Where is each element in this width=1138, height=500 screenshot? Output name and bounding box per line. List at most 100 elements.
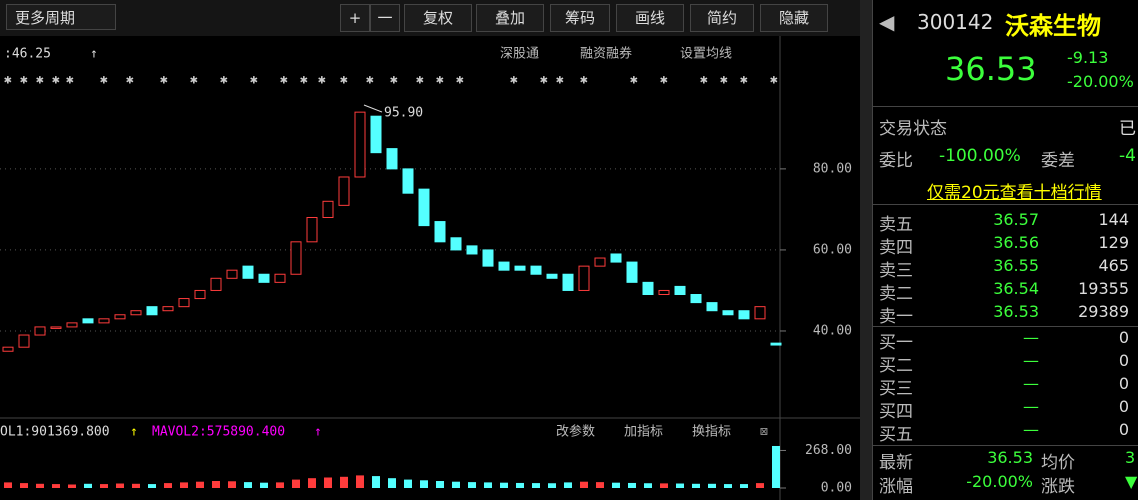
signal-icon: ✱ [740,73,748,88]
candle-body [738,310,750,320]
price: 36.53 [945,50,1037,88]
level-label: 卖一 [879,307,913,327]
toolbar-button[interactable]: 简约 [690,4,754,32]
toolbar-button[interactable]: + [340,4,370,32]
candle-body [146,306,158,316]
y-tick-label: 60.00 [813,242,852,257]
signal-icon: ✱ [456,73,464,88]
summary-value: ▼ [1125,472,1138,491]
signal-icon: ✱ [540,73,548,88]
level-price: — [1023,397,1039,416]
volume-bar [36,483,44,488]
toolbar-button[interactable]: 筹码 [550,4,610,32]
candle-body [322,200,334,219]
toolbar-button[interactable]: 叠加 [476,4,544,32]
volume-bar [596,482,604,488]
signal-icon: ✱ [580,73,588,88]
level-price: — [1023,351,1039,370]
signal-icon: ✱ [700,73,708,88]
candle-body [594,257,606,267]
level-volume: 29389 [1078,302,1129,321]
chart-tab[interactable]: 深股通 [500,47,539,62]
toolbar-button[interactable]: 一 [370,4,400,32]
candle-body [754,306,766,320]
chart-tab[interactable]: 设置均线 [680,47,732,62]
toolbar-button[interactable]: 隐藏 [760,4,828,32]
signal-icon: ✱ [126,73,134,88]
stock-name: 沃森生物 [1005,12,1101,40]
candle-body [18,334,30,348]
signal-icon: ✱ [220,73,228,88]
signal-icon: ✱ [160,73,168,88]
volume-bar [356,475,364,488]
back-arrow: ◀ [879,10,895,34]
candle-body [306,217,318,243]
level-label: 买二 [879,356,913,376]
candle-body [82,318,94,324]
signal-icon: ✱ [390,73,398,88]
signal-icon: ✱ [250,73,258,88]
period-button[interactable]: 更多周期 [6,4,116,30]
candle-body [402,168,414,194]
info-arrow: ↑ [90,47,98,62]
level-label: 买一 [879,333,913,353]
signal-icon: ✱ [100,73,108,88]
signal-icon: ✱ [300,73,308,88]
volume-bar [692,483,700,488]
label: 涨跌 [1041,477,1075,497]
candle-body [226,269,238,279]
indicator-button[interactable]: 改参数 [556,424,595,440]
candle-body [178,298,190,308]
volume-bar [132,483,140,488]
level-volume: 19355 [1078,279,1129,298]
level-volume: 129 [1098,233,1129,252]
divider [873,326,1138,327]
volume-bar [244,482,252,488]
candle-body [162,306,174,312]
signal-icon: ✱ [318,73,326,88]
level-price: 36.56 [993,233,1039,252]
vol-arrow: ↑ [130,425,138,440]
candle-body [386,148,398,170]
chart: :46.25 ↑ 深股通 融资融券 设置均线 ✱ ✱ ✱ ✱ ✱ ✱ ✱ ✱ ✱ ✱ ✱ ✱ ✱ ✱ ✱ ✱ ✱ ✱ ✱ ✱ ✱ ✱… [0,0,860,500]
signal-icon: ✱ [66,73,74,88]
level-price: 36.55 [993,256,1039,275]
quote-panel: ◀ 300142 沃森生物 36.53 -9.13 -20.00% 交易状态 已委比 -100.… [872,0,1138,500]
chart-tab[interactable]: 融资融券 [580,46,632,62]
indicator-button[interactable]: 换指标 [692,425,731,440]
signal-icon: ✱ [416,73,424,88]
candle-body [354,111,366,178]
candle-body [210,277,222,291]
volume-bar [548,483,556,488]
summary-value: 3 [1125,448,1136,467]
volume-bar [564,482,572,488]
level-label: 卖二 [879,284,913,304]
candle-body [498,261,510,271]
status-value: 已 [1119,119,1136,139]
signal-icon: ✱ [436,73,444,88]
signal-icon: ✱ [340,73,348,88]
level-price: — [1023,328,1039,347]
toolbar-button[interactable]: 画线 [616,4,684,32]
toolbar-button[interactable]: 复权 [404,4,472,32]
volume-bar [388,478,396,488]
candle-body [34,326,46,336]
candle-body [610,253,622,263]
candle-body [66,322,78,328]
level-label: 卖四 [879,238,913,258]
candle-body [450,237,462,251]
promo-link[interactable]: 仅需20元查看十档行情 [927,183,1102,203]
signal-icon: ✱ [366,73,374,88]
volume-bar [580,481,588,488]
candle-body [242,265,254,279]
level-label: 买四 [879,402,913,422]
signal-icon: ✱ [770,73,778,88]
volume-bar [84,483,92,488]
divider [873,106,1138,107]
volume-bar [628,482,636,488]
volume-bar [68,484,76,488]
indicator-button[interactable]: 加指标 [624,425,663,440]
level-label: 买五 [879,425,913,445]
candle-body [770,342,782,346]
volume-bar [740,484,748,488]
